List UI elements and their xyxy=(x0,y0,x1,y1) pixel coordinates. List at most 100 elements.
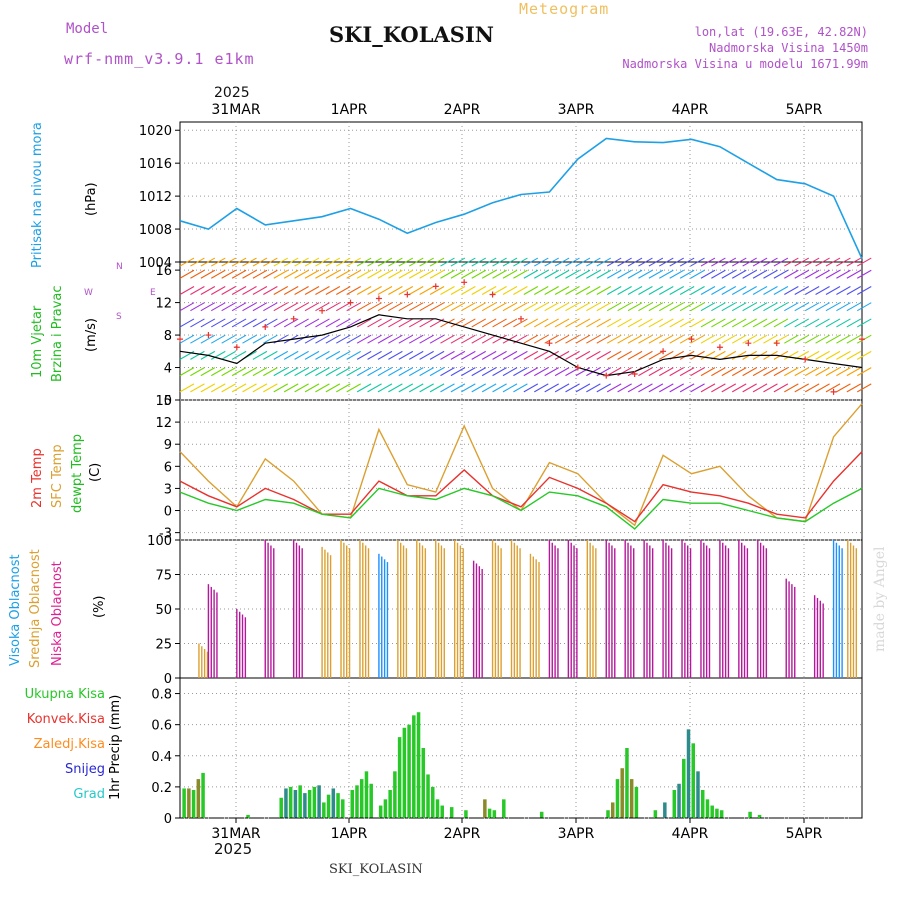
wind-barb xyxy=(242,367,257,377)
wind-barb xyxy=(659,269,674,279)
wind-barb xyxy=(398,318,414,328)
precip-bar xyxy=(696,771,700,818)
precip-bar xyxy=(421,748,426,818)
wind-barb xyxy=(315,285,330,295)
precip-bar xyxy=(369,783,373,818)
precip-bar xyxy=(182,788,186,818)
wind-barb xyxy=(429,269,445,279)
wind-barb xyxy=(513,285,528,295)
y-tick-label: 6 xyxy=(164,460,172,475)
wind-barb xyxy=(784,383,799,393)
wind-barb xyxy=(659,257,674,267)
wind-barb xyxy=(388,285,403,295)
wind-barb xyxy=(346,269,361,279)
compass-w: W xyxy=(84,288,93,298)
wind-barb xyxy=(846,318,862,328)
wind-barb xyxy=(315,269,330,279)
wind-barb xyxy=(429,285,445,295)
wind-barb xyxy=(700,269,716,279)
wind-barb xyxy=(190,367,205,377)
wind-barb xyxy=(492,334,507,344)
wind-barb xyxy=(304,257,320,267)
precip-bar xyxy=(710,805,714,818)
wind-barb xyxy=(273,257,289,267)
wind-barb xyxy=(492,257,507,267)
wind-barb xyxy=(804,257,820,267)
wind-barb xyxy=(617,383,632,393)
panel-frame-2 xyxy=(179,399,863,541)
wind-barb xyxy=(804,367,820,377)
wind-barb xyxy=(784,350,799,360)
y-tick-label: 0.2 xyxy=(151,781,172,796)
wind-barb xyxy=(804,302,820,312)
wind-barb xyxy=(836,367,851,377)
wind-barb xyxy=(367,269,382,279)
wind-barb xyxy=(179,285,195,295)
wind-barb xyxy=(190,285,205,295)
wind-barb xyxy=(336,257,351,267)
precip-bar xyxy=(677,783,681,818)
wind-gust-mark xyxy=(859,336,865,343)
precip-bar xyxy=(322,802,326,818)
wind-barb xyxy=(700,383,716,393)
wind-barb xyxy=(283,367,299,377)
wind-barb xyxy=(377,367,393,377)
wind-barb xyxy=(856,257,872,267)
wind-barb xyxy=(721,367,737,377)
wind-barb xyxy=(731,350,747,360)
wind-barb xyxy=(398,257,414,267)
wind-barb xyxy=(367,257,382,267)
wind-barb xyxy=(836,285,851,295)
wind-barb xyxy=(367,367,382,377)
wind-barb xyxy=(752,334,768,344)
wind-barb xyxy=(461,383,476,393)
precip-bar xyxy=(653,810,658,818)
wind-barb xyxy=(638,285,653,295)
wind-barb xyxy=(367,383,382,393)
wind-barb xyxy=(700,350,716,360)
wind-barb xyxy=(283,350,299,360)
wind-barb xyxy=(408,269,424,279)
wind-barb xyxy=(721,350,737,360)
precip-bar xyxy=(748,811,752,818)
wind-barb xyxy=(794,367,810,377)
wind-barb xyxy=(450,269,466,279)
wind-barb xyxy=(252,350,268,360)
wind-barb xyxy=(252,257,268,267)
top-day-label: 5APR xyxy=(786,102,823,118)
wind-barb xyxy=(627,334,643,344)
wind-barb xyxy=(648,367,664,377)
bottom-day-label: 31MAR xyxy=(211,826,260,842)
wind-barb xyxy=(606,350,622,360)
wind-barb xyxy=(627,269,643,279)
wind-barb xyxy=(221,350,236,360)
wind-barb xyxy=(429,302,445,312)
wind-barb xyxy=(440,302,455,312)
precip-bar xyxy=(672,790,677,818)
wind-barb xyxy=(179,334,195,344)
precip-bar xyxy=(682,758,686,818)
wind-barb xyxy=(336,383,351,393)
wind-barb xyxy=(273,350,289,360)
wind-gust-mark xyxy=(603,372,610,379)
wind-barb xyxy=(669,318,684,328)
wind-barb xyxy=(221,318,236,328)
wind-barb xyxy=(700,334,716,344)
wind-barb xyxy=(554,302,570,312)
wind-barb xyxy=(586,269,601,279)
wind-barb xyxy=(731,285,747,295)
wind-barb xyxy=(356,257,372,267)
top-day-label: 3APR xyxy=(558,102,595,118)
precip-bar xyxy=(326,794,331,818)
wind-barb xyxy=(731,367,747,377)
precip-bar xyxy=(464,810,468,818)
precip-bar xyxy=(435,799,440,818)
wind-barb xyxy=(231,318,247,328)
wind-barb xyxy=(377,302,393,312)
wind-barb xyxy=(408,334,424,344)
precip-bar xyxy=(317,785,321,818)
wind-barb xyxy=(596,350,612,360)
wind-barb xyxy=(533,269,549,279)
wind-gust-mark xyxy=(773,340,780,347)
wind-barb xyxy=(283,257,299,267)
